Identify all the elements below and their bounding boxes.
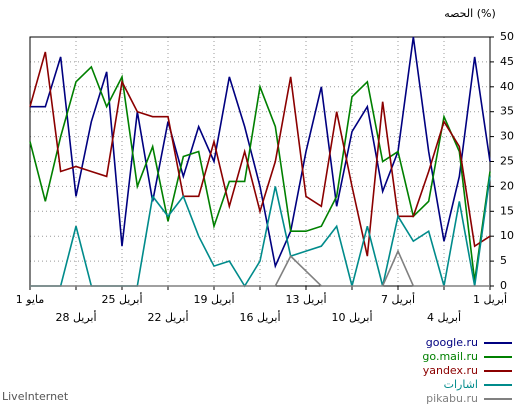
x-tick-label: 19 أبريل: [193, 292, 234, 306]
y-tick-label: 0: [500, 279, 507, 292]
y-tick-label: 20: [500, 179, 514, 192]
x-tick-label: 4 أبريل: [427, 310, 461, 324]
x-tick-label: 1 أبريل: [473, 292, 507, 306]
y-tick-label: 35: [500, 105, 514, 118]
x-tick-label: 7 أبريل: [381, 292, 415, 306]
series-line: [29, 51, 491, 257]
y-tick-label: 15: [500, 204, 514, 217]
legend-label: pikabu.ru: [426, 392, 478, 405]
series-line: [30, 249, 490, 287]
y-tick-label: 40: [500, 80, 514, 93]
y-tick-label: 25: [500, 155, 514, 168]
legend-label: yandex.ru: [423, 364, 478, 377]
x-tick-label: 10 أبريل: [331, 310, 372, 324]
x-tick-label: 13 أبريل: [285, 292, 326, 306]
legend-label: google.ru: [426, 336, 478, 349]
legend-label: اشارات: [444, 378, 478, 391]
x-tick-label: 28 أبريل: [55, 310, 96, 324]
series-line: [30, 36, 491, 269]
y-tick-label: 50: [500, 30, 514, 43]
x-tick-label: 22 أبريل: [147, 310, 188, 324]
legend-label: go.mail.ru: [422, 350, 478, 363]
y-tick-label: 5: [500, 254, 507, 267]
chart-title: الحصه (%): [444, 7, 496, 20]
source: LiveInternet: [2, 390, 69, 403]
y-tick-label: 10: [500, 229, 514, 242]
y-tick-label: 30: [500, 130, 514, 143]
x-tick-label: 1 مايو: [16, 293, 45, 306]
x-tick-label: 16 أبريل: [239, 310, 280, 324]
x-tick-label: 25 أبريل: [101, 292, 142, 306]
y-tick-label: 45: [500, 55, 514, 68]
